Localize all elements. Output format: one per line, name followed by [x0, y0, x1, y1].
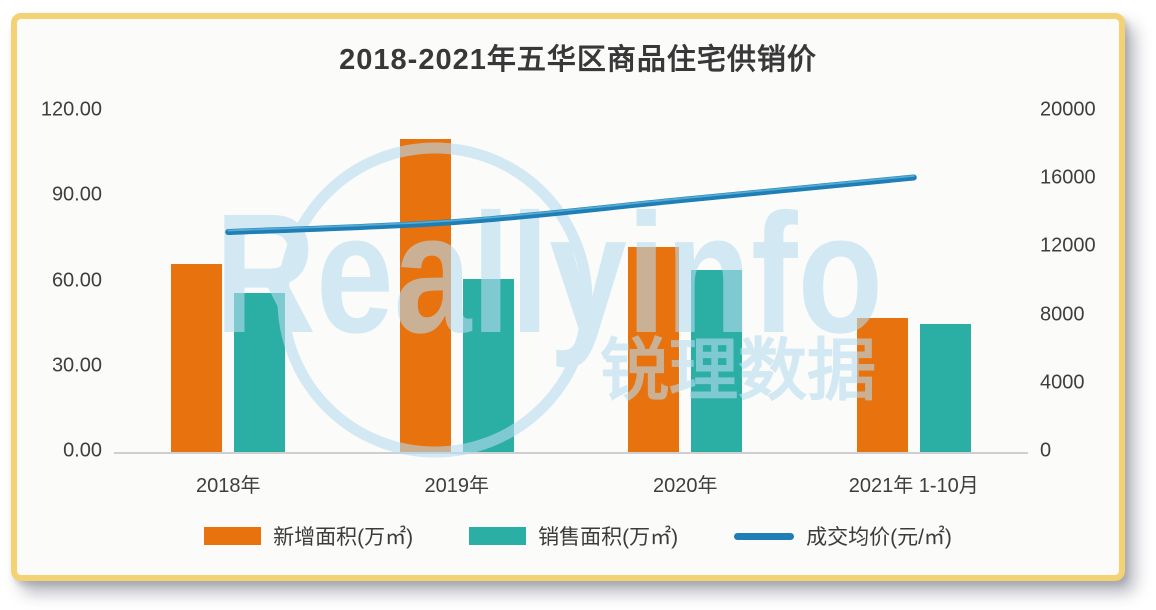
- bar-sold: [919, 324, 971, 452]
- y-axis-left-tick: 120.00: [40, 98, 102, 121]
- x-axis-label: 2021年 1-10月: [848, 475, 979, 497]
- legend: 新增面积(万㎡) 销售面积(万㎡) 成交均价(元/㎡): [0, 521, 1156, 551]
- x-axis-label: 2020年: [653, 475, 718, 497]
- legend-swatch-sold-icon: [469, 527, 527, 545]
- bar-new-supply: [628, 247, 680, 452]
- bar-new-supply: [171, 264, 223, 452]
- y-axis-right-tick: 0: [1040, 439, 1052, 462]
- y-axis-right-tick: 12000: [1040, 234, 1096, 257]
- legend-label-sold: 销售面积(万㎡): [538, 526, 679, 549]
- y-axis-right-tick: 16000: [1040, 166, 1096, 189]
- x-axis-label: 2018年: [196, 475, 261, 497]
- legend-label-avg-price: 成交均价(元/㎡): [806, 526, 952, 549]
- y-axis-left-tick: 0.00: [63, 439, 102, 462]
- bar-sold: [462, 278, 514, 452]
- bar-new-supply: [856, 318, 908, 452]
- legend-item-new-supply: 新增面积(万㎡): [204, 521, 413, 551]
- legend-item-avg-price: 成交均价(元/㎡): [734, 521, 952, 551]
- y-axis-right-tick: 8000: [1040, 303, 1085, 326]
- y-axis-right-tick: 4000: [1040, 371, 1085, 394]
- bar-sold: [691, 270, 743, 452]
- y-axis-left-tick: 60.00: [51, 269, 102, 292]
- chart-title: 2018-2021年五华区商品住宅供销价: [339, 44, 817, 76]
- y-axis-left-tick: 90.00: [51, 183, 102, 206]
- y-axis-right-tick: 20000: [1040, 98, 1096, 121]
- bar-sold: [234, 292, 286, 452]
- bar-new-supply: [399, 139, 451, 452]
- legend-item-sold: 销售面积(万㎡): [469, 521, 678, 551]
- legend-swatch-avg-price-icon: [734, 532, 795, 540]
- legend-label-new-supply: 新增面积(万㎡): [273, 526, 414, 549]
- legend-swatch-new-supply-icon: [204, 527, 262, 545]
- y-axis-left-tick: 30.00: [51, 354, 102, 377]
- x-axis-line: [114, 452, 1028, 454]
- x-axis-label: 2019年: [424, 475, 490, 497]
